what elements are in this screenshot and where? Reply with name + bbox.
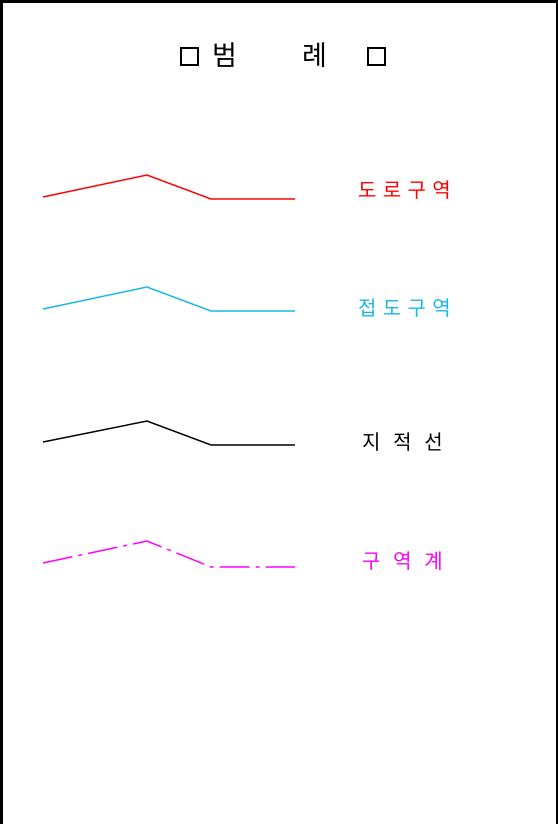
zone-boundary-line-sample [42, 540, 295, 568]
legend-label-zone-boundary: 구 역 계 [362, 549, 443, 573]
legend-title: 범 례 [0, 40, 558, 80]
legend-label-adjacent-road-zone: 접 도 구 역 [358, 296, 451, 320]
legend-title-char-2: 례 [302, 41, 327, 72]
legend-label-cadastral-line: 지 적 선 [362, 430, 443, 454]
legend-title-char-1: 범 [212, 41, 237, 72]
cadastral-line-sample [42, 420, 295, 446]
adjacent-road-zone-line-sample [42, 286, 295, 312]
square-outline-icon [367, 47, 386, 66]
legend-label-road-zone: 도 로 구 역 [358, 178, 451, 202]
road-zone-line-sample [42, 174, 295, 200]
square-outline-icon [180, 47, 199, 66]
